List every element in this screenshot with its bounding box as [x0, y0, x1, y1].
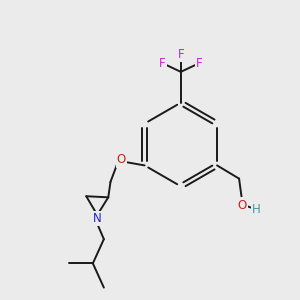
Text: H: H: [252, 203, 261, 216]
Text: O: O: [238, 199, 247, 212]
Text: F: F: [159, 56, 165, 70]
Text: N: N: [93, 212, 102, 225]
Text: F: F: [178, 48, 184, 61]
Text: O: O: [117, 153, 126, 167]
Text: F: F: [196, 56, 203, 70]
